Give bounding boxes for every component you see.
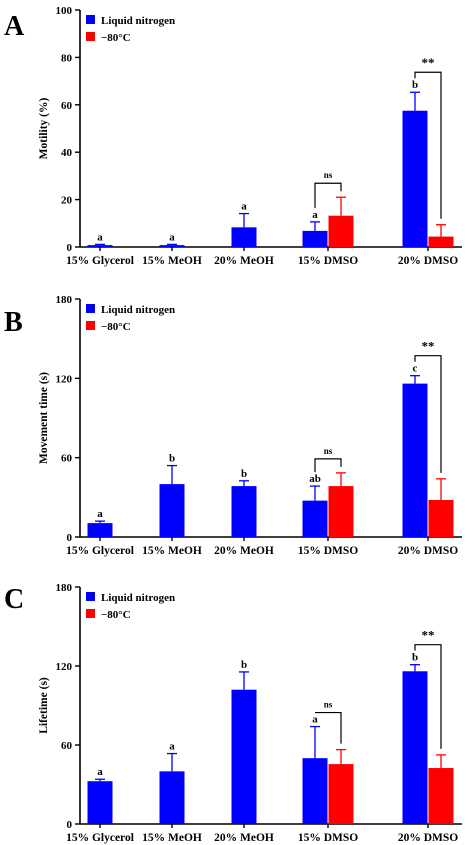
bar-liquid-nitrogen — [231, 689, 257, 824]
significance-letter: c — [413, 363, 418, 375]
x-tick-label: 20% MeOH — [214, 545, 274, 557]
bar-minus-80 — [428, 499, 454, 537]
significance-letter: a — [97, 231, 103, 243]
significance-letter: a — [312, 209, 318, 221]
bar-liquid-nitrogen — [302, 230, 328, 247]
significance-letter: ab — [309, 473, 321, 485]
significance-letter: a — [241, 201, 247, 213]
y-tick-label: 120 — [56, 373, 73, 385]
legend-label: −80°C — [101, 609, 131, 621]
panel-letter: A — [4, 11, 25, 42]
y-tick-label: 80 — [61, 52, 73, 64]
comparison-bracket — [314, 182, 342, 208]
legend-swatch-liquid-nitrogen — [86, 15, 95, 24]
y-tick-label: 100 — [56, 5, 73, 17]
bar-minus-80 — [328, 486, 354, 537]
x-tick-label: 15% Glycerol — [66, 832, 134, 844]
legend-swatch-liquid-nitrogen — [86, 592, 95, 601]
bar-liquid-nitrogen — [159, 484, 185, 537]
bar-liquid-nitrogen — [302, 500, 328, 537]
panel-letter: B — [4, 307, 23, 338]
bar-minus-80 — [328, 215, 354, 247]
x-tick-label: 20% DMSO — [398, 832, 458, 844]
significance-letter: a — [97, 508, 103, 520]
bar-liquid-nitrogen — [159, 245, 185, 247]
x-tick-label: 15% Glycerol — [66, 255, 134, 267]
comparison-bracket — [314, 458, 342, 473]
panel-letter: C — [4, 584, 24, 615]
x-tick-label: 20% MeOH — [214, 255, 274, 267]
x-tick-label: 15% DMSO — [298, 545, 358, 557]
comparison-bracket — [414, 71, 442, 219]
comparison-label: ** — [422, 339, 435, 354]
significance-letter: b — [169, 453, 175, 465]
y-tick-label: 60 — [61, 453, 73, 465]
y-tick-label: 0 — [67, 242, 73, 254]
chart-panel-b: B 0 60 120 180 Movement time (s) 15% Glycerol 1… — [4, 294, 462, 557]
bar-liquid-nitrogen — [302, 758, 328, 824]
bar-liquid-nitrogen — [402, 110, 428, 247]
x-tick-label: 15% MeOH — [142, 255, 202, 267]
y-tick-label: 0 — [67, 819, 73, 831]
significance-letter: b — [241, 659, 247, 671]
comparison-bracket — [414, 355, 442, 473]
comparison-label: ns — [324, 446, 333, 456]
legend-label: −80°C — [101, 32, 131, 44]
bar-liquid-nitrogen — [159, 771, 185, 824]
comparison-label: ** — [422, 628, 435, 643]
significance-letter: b — [241, 468, 247, 480]
significance-letter: a — [169, 741, 175, 753]
legend-swatch-liquid-nitrogen — [86, 304, 95, 313]
bar-liquid-nitrogen — [231, 227, 257, 247]
y-tick-label: 20 — [61, 195, 73, 207]
bar-liquid-nitrogen — [402, 383, 428, 537]
comparison-label: ns — [324, 700, 333, 710]
x-tick-label: 15% DMSO — [298, 832, 358, 844]
bar-liquid-nitrogen — [87, 523, 113, 537]
significance-letter: a — [169, 231, 175, 243]
y-axis-label: Lifetime (s) — [38, 677, 50, 734]
bar-minus-80 — [428, 236, 454, 247]
y-tick-label: 60 — [61, 100, 73, 112]
comparison-label: ns — [324, 170, 333, 180]
y-axis-label: Motility (%) — [38, 98, 50, 160]
x-tick-label: 20% DMSO — [398, 255, 458, 267]
legend-swatch-minus-80 — [86, 609, 95, 618]
y-tick-label: 120 — [56, 661, 73, 673]
chart-panel-a: A 0 20 40 60 80 100 Motility (%) 15% Glycerol 15%… — [4, 5, 462, 267]
x-tick-label: 20% DMSO — [398, 545, 458, 557]
x-tick-label: 15% MeOH — [142, 545, 202, 557]
comparison-bracket — [315, 711, 342, 744]
legend-label: Liquid nitrogen — [101, 15, 175, 27]
y-axis-label: Movement time (s) — [38, 372, 50, 464]
legend-label: −80°C — [101, 321, 131, 333]
y-tick-label: 40 — [61, 147, 73, 159]
y-tick-label: 0 — [67, 532, 73, 544]
significance-letter: a — [97, 766, 103, 778]
bar-liquid-nitrogen — [87, 245, 113, 247]
y-tick-label: 180 — [56, 582, 73, 594]
y-tick-label: 60 — [61, 740, 73, 752]
significance-letter: b — [412, 79, 418, 91]
legend-label: Liquid nitrogen — [101, 304, 175, 316]
significance-letter: b — [412, 652, 418, 664]
bar-liquid-nitrogen — [402, 671, 428, 824]
legend-swatch-minus-80 — [86, 321, 95, 330]
significance-letter: a — [312, 714, 318, 726]
legend-label: Liquid nitrogen — [101, 592, 175, 604]
y-tick-label: 180 — [56, 294, 73, 306]
x-tick-label: 15% DMSO — [298, 255, 358, 267]
x-tick-label: 15% MeOH — [142, 832, 202, 844]
bar-minus-80 — [328, 764, 354, 824]
x-tick-label: 15% Glycerol — [66, 545, 134, 557]
chart-panel-c: C 0 60 120 180 Lifetime (s) 15% Glycerol 15% Me… — [4, 582, 462, 844]
bar-minus-80 — [428, 768, 454, 824]
comparison-label: ** — [422, 55, 435, 70]
bar-liquid-nitrogen — [231, 486, 257, 537]
x-tick-label: 20% MeOH — [214, 832, 274, 844]
comparison-bracket — [414, 644, 442, 749]
legend-swatch-minus-80 — [86, 32, 95, 41]
bar-liquid-nitrogen — [87, 781, 113, 824]
